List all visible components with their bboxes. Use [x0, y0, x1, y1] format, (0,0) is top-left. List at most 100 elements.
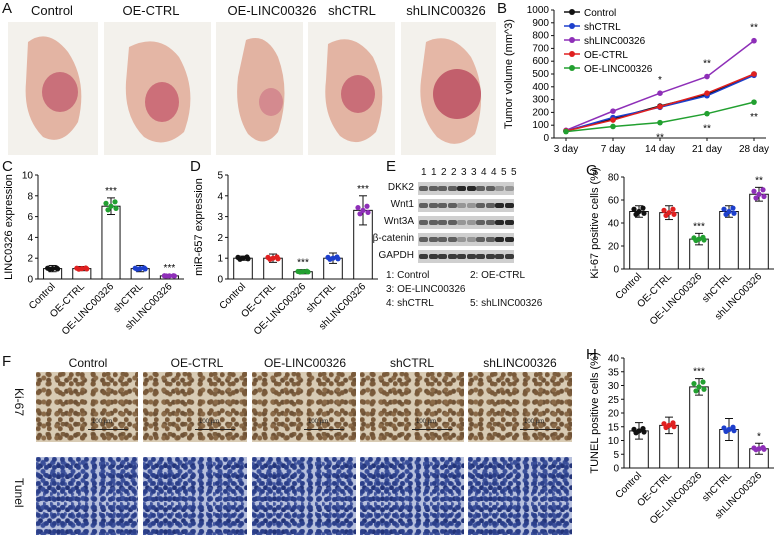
y-tick-label: 0 [543, 133, 549, 144]
data-point [364, 203, 370, 209]
data-point [563, 128, 569, 135]
significance-marker: * [658, 75, 662, 86]
data-point [108, 203, 114, 209]
blot-band [457, 186, 466, 191]
data-point [726, 208, 732, 215]
y-tick-label: 600 [532, 56, 549, 67]
mouse-photo-oe-linc [216, 22, 303, 155]
y-tick-label: 2 [27, 254, 33, 265]
lane-number: 5 [511, 167, 517, 178]
y-tick-label: 20 [608, 242, 620, 253]
mouse-photo-shlinc [401, 22, 496, 155]
data-point [631, 206, 637, 212]
data-point [610, 108, 616, 114]
ihc-col-shlinc: shLINC00326 [483, 356, 557, 370]
data-point [751, 188, 757, 194]
significance-marker: ** [750, 23, 758, 34]
bar [233, 257, 253, 280]
bar [659, 212, 679, 270]
y-tick-label: 10 [608, 436, 620, 447]
blot-band [476, 237, 485, 242]
data-point [751, 71, 757, 77]
blot-band [495, 237, 504, 242]
blot-band [495, 186, 504, 191]
blot-legend-2: 2: OE-CTRL [470, 270, 526, 281]
photo-label-oe-linc: OE-LINC00326 [227, 3, 317, 18]
ihc-image-tunel-shlinc [468, 457, 572, 535]
data-point [240, 255, 246, 261]
lane-number: 4 [481, 167, 487, 178]
blot-band [504, 203, 514, 208]
significance-marker: ** [703, 124, 711, 135]
blot-label-dkk2: DKK2 [387, 182, 414, 193]
y-tick-label: 200 [532, 107, 549, 118]
data-point [640, 426, 646, 432]
y-tick-label: 100 [532, 120, 549, 131]
blot-band [438, 203, 447, 208]
bar [101, 205, 121, 280]
y-axis-label: LINC0326 expression [3, 174, 15, 280]
panel-letter-h: H [586, 346, 597, 363]
blot-band [466, 254, 476, 259]
significance-marker: * [757, 431, 761, 442]
blot-band [466, 186, 476, 191]
legend-label: Control [584, 8, 616, 19]
y-tick-label: 800 [532, 31, 549, 42]
significance-marker: *** [693, 221, 705, 232]
data-point [760, 187, 766, 193]
bar [749, 193, 769, 270]
blot-band [504, 237, 514, 242]
blot-band [419, 237, 428, 242]
data-point [661, 421, 667, 427]
data-point [103, 200, 109, 206]
blot-band [476, 203, 485, 208]
data-point [751, 99, 757, 105]
bar [629, 211, 649, 270]
data-point [244, 254, 250, 260]
data-point [704, 110, 710, 117]
blot-band [485, 220, 495, 225]
panel-letter-c: C [2, 158, 13, 175]
legend-label: shLINC00326 [584, 36, 646, 47]
blot-strip [418, 233, 514, 246]
mouse-photo-strip [8, 22, 496, 155]
blot-band [447, 203, 457, 208]
scale-label: 100 μm [524, 419, 545, 425]
data-point [756, 191, 762, 197]
ihc-row-label-tunel: Tunel [12, 478, 26, 508]
blot-band [476, 220, 485, 225]
significance-marker: ** [703, 59, 711, 70]
data-point [693, 388, 699, 394]
ihc-image-ki67-shlinc: 100 μm [468, 372, 572, 442]
significance-marker: ** [656, 133, 664, 144]
lane-number: 1 [431, 167, 437, 178]
blot-band [419, 254, 428, 259]
data-point [657, 119, 663, 126]
scale-label: 100 μm [308, 419, 329, 425]
y-tick-label: 60 [608, 196, 620, 207]
y-tick-label: 40 [608, 354, 620, 365]
data-point [761, 193, 767, 200]
y-tick-label: 4 [217, 191, 223, 202]
blot-label-beta-catenin: β-catenin [372, 233, 414, 244]
data-point [726, 426, 732, 433]
blot-band [476, 186, 485, 191]
data-point [704, 73, 710, 80]
data-point [753, 195, 759, 201]
data-point [751, 37, 757, 44]
ihc-image-tunel-oe-linc [252, 457, 356, 535]
photo-label-control: Control [31, 3, 73, 18]
significance-marker: *** [297, 258, 309, 269]
data-point [671, 211, 677, 217]
ihc-image-tunel-control [36, 457, 138, 535]
ihc-image-ki67-control: 100 μm [36, 372, 138, 442]
data-point [640, 205, 646, 211]
blot-band [466, 237, 476, 242]
lane-number: 5 [501, 167, 507, 178]
lane-number: 1 [421, 167, 427, 178]
legend-label: OE-LINC00326 [584, 64, 653, 75]
y-tick-label: 0 [27, 275, 33, 286]
x-tick-label: OE-LINC00326 [648, 470, 704, 526]
panel-letter-f: F [2, 353, 12, 370]
